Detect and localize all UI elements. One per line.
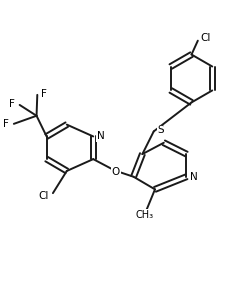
Text: N: N <box>190 172 198 182</box>
Text: O: O <box>112 168 120 177</box>
Text: F: F <box>4 119 9 129</box>
Text: F: F <box>9 99 15 109</box>
Text: S: S <box>158 125 164 135</box>
Text: F: F <box>41 89 47 98</box>
Text: Cl: Cl <box>39 191 49 201</box>
Text: N: N <box>97 131 104 141</box>
Text: Cl: Cl <box>200 33 211 43</box>
Text: CH₃: CH₃ <box>136 210 154 219</box>
